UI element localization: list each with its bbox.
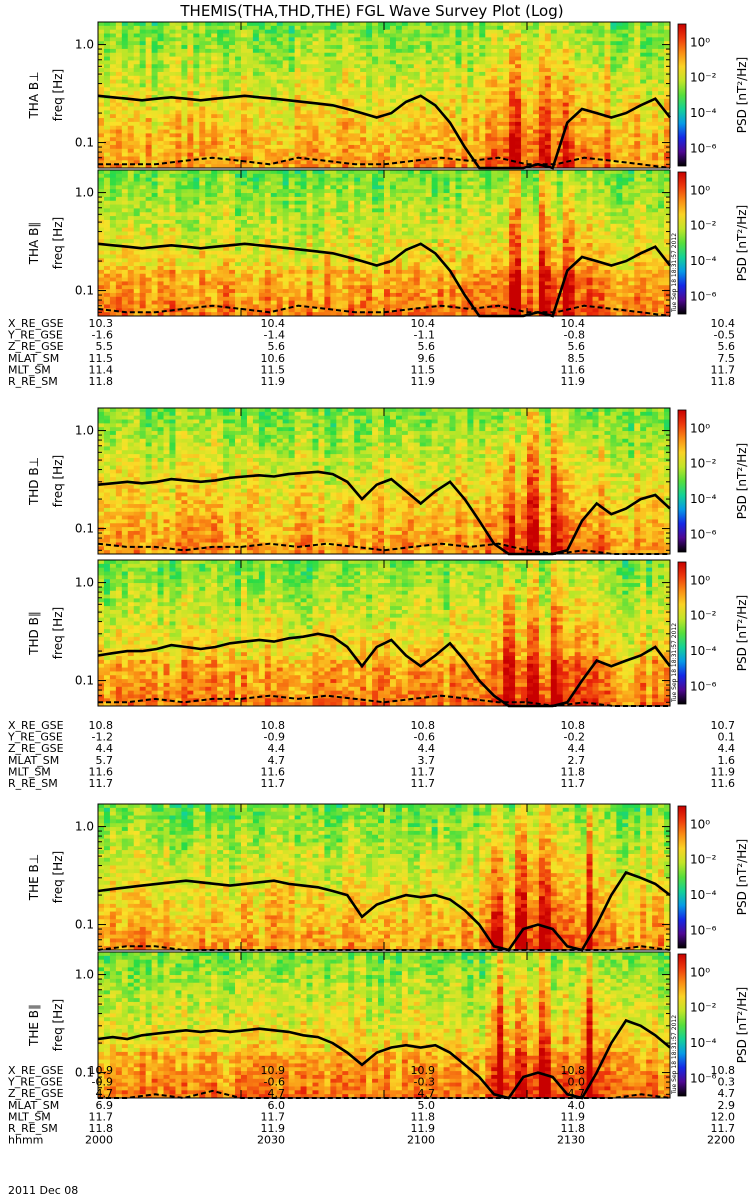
time-tick-label: 2000 [85,1134,113,1147]
freq-tick-label: 1.0 [75,968,94,982]
timestamp: Tue Sep 18 18:31:57 2012 [671,233,678,313]
time-tick-label: 2030 [257,1134,285,1147]
ephemeris-value: 11.9 [561,375,586,388]
ephemeris-value: 11.8 [89,375,114,388]
freq-axis-label: freq [Hz] [51,69,65,121]
freq-tick-label: 0.1 [75,284,94,298]
colorbar-tick-label: 10⁻⁴ [690,888,717,902]
freq-tick-label: 1.0 [75,576,94,590]
colorbar-tick-label: 10⁻² [690,1000,717,1014]
freq-tick-label: 1.0 [75,38,94,52]
freq-tick-label: 0.1 [75,918,94,932]
ephemeris-value: 11.9 [411,375,436,388]
colorbar-tick-label: 10⁰ [690,421,710,435]
colorbar-label: PSD [nT²/Hz] [735,595,749,671]
colorbar-tick-label: 10⁰ [690,35,710,49]
colorbar-tick-label: 10⁻² [690,608,717,622]
timestamp: Tue Sep 18 18:31:57 2012 [671,1015,678,1095]
colorbar-tick-label: 10⁻⁴ [690,492,717,506]
freq-tick-label: 0.1 [75,674,94,688]
ephemeris-value: 11.7 [89,777,114,790]
colorbar-tick-label: 10⁻² [690,852,717,866]
time-axis-row: hhmm 2000 2030 2100 2130 2200 [8,1134,735,1147]
freq-axis-label: freq [Hz] [51,217,65,269]
panel-label: THE B∥ [27,1004,41,1047]
ephemeris-value: 11.9 [261,375,286,388]
spectrogram-panel-thd-bpar: 1.0 0.1 THD B∥ freq [Hz] 10⁰ 10⁻² 10⁻⁴ 10⁻⁶ PSD … [27,560,749,706]
panel-label: THA B∥ [27,222,41,266]
spectrogram-panel-the-bperp: 1.0 0.1 THE B⊥ freq [Hz] 10⁰ 10⁻² 10⁻⁴ 10⁻⁶ PSD … [27,804,749,950]
colorbar-tick-label: 10⁻⁶ [690,141,717,155]
colorbar-tick-label: 10⁻⁴ [690,644,717,658]
colorbar-tick-label: 10⁻⁶ [690,289,717,303]
colorbar [678,24,686,166]
timestamp: Tue Sep 18 18:31:57 2012 [671,623,678,703]
freq-axis-label: freq [Hz] [51,851,65,903]
colorbar [678,806,686,948]
colorbar [678,954,686,1096]
colorbar-tick-label: 10⁻⁴ [690,254,717,268]
colorbar-tick-label: 10⁰ [690,817,710,831]
panel-label: THD B∥ [27,611,41,656]
ephemeris-row-name: R_RE_SM [8,777,58,790]
colorbar-tick-label: 10⁰ [690,965,710,979]
figure-title: THEMIS(THA,THD,THE) FGL Wave Survey Plot… [179,2,563,20]
ephemeris-thd: X_RE_GSE 10.8 10.8 10.8 10.8 10.7Y_RE_GSE -1.2… [7,719,735,790]
date-label: 2011 Dec 08 [8,1184,78,1197]
panel-label: THA B⊥ [27,71,41,119]
freq-tick-label: 1.0 [75,424,94,438]
colorbar-label: PSD [nT²/Hz] [735,57,749,133]
time-tick-label: 2130 [557,1134,585,1147]
colorbar-label: PSD [nT²/Hz] [735,839,749,915]
freq-tick-label: 1.0 [75,820,94,834]
freq-tick-label: 0.1 [75,136,94,150]
time-tick-label: 2100 [407,1134,435,1147]
ephemeris-row-name: R_RE_SM [8,375,58,388]
colorbar-label: PSD [nT²/Hz] [735,443,749,519]
colorbar-label: PSD [nT²/Hz] [735,205,749,281]
ephemeris-value: 11.8 [711,375,736,388]
colorbar-label: PSD [nT²/Hz] [735,987,749,1063]
ephemeris-tha: X_RE_GSE 10.3 10.4 10.4 10.4 10.4Y_RE_GSE -1.6… [7,317,735,388]
freq-axis-label: freq [Hz] [51,999,65,1051]
ephemeris-value: 11.7 [261,777,286,790]
colorbar-tick-label: 10⁻² [690,456,717,470]
ephemeris-value: 11.7 [561,777,586,790]
freq-axis-label: freq [Hz] [51,455,65,507]
time-axis-label: hhmm [8,1134,43,1147]
colorbar [678,172,686,314]
time-tick-label: 2200 [707,1134,735,1147]
colorbar-tick-label: 10⁻⁶ [690,527,717,541]
ephemeris-value: 11.6 [711,777,736,790]
ephemeris-value: 11.7 [411,777,436,790]
spectrogram-panel-thd-bperp: 1.0 0.1 THD B⊥ freq [Hz] 10⁰ 10⁻² 10⁻⁴ 10⁻⁶ PSD … [27,408,749,554]
panel-label: THE B⊥ [27,854,41,901]
spectrogram-panel-tha-bpar: 1.0 0.1 THA B∥ freq [Hz] 10⁰ 10⁻² 10⁻⁴ 10⁻⁶ PSD … [27,170,749,316]
colorbar-tick-label: 10⁻⁶ [690,923,717,937]
colorbar-tick-label: 10⁻² [690,218,717,232]
colorbar [678,410,686,552]
freq-axis-label: freq [Hz] [51,607,65,659]
colorbar-tick-label: 10⁰ [690,183,710,197]
colorbar-tick-label: 10⁻⁴ [690,106,717,120]
colorbar-tick-label: 10⁻⁶ [690,679,717,693]
panel-label: THD B⊥ [27,457,41,506]
freq-tick-label: 1.0 [75,186,94,200]
spectrogram-panels: 1.0 0.1 THA B⊥ freq [Hz] 10⁰ 10⁻² 10⁻⁴ 10⁻⁶ PSD … [27,22,749,1098]
colorbar-tick-label: 10⁻² [690,70,717,84]
colorbar-tick-label: 10⁰ [690,573,710,587]
spectrogram-panel-tha-bperp: 1.0 0.1 THA B⊥ freq [Hz] 10⁰ 10⁻² 10⁻⁴ 10⁻⁶ PSD … [27,22,749,168]
colorbar-tick-label: 10⁻⁴ [690,1036,717,1050]
freq-tick-label: 0.1 [75,522,94,536]
colorbar [678,562,686,704]
